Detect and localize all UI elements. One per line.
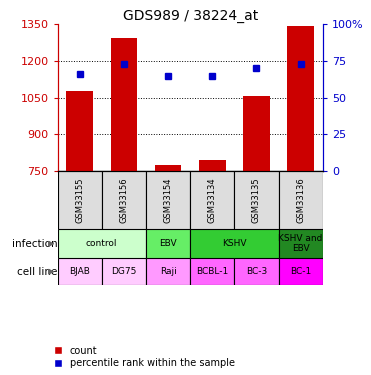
Bar (234, 171, 279, 229)
Bar (190, 258, 234, 285)
Text: EBV: EBV (159, 239, 177, 248)
Bar (146, 258, 190, 285)
Bar (234, 258, 279, 285)
Text: GSM33135: GSM33135 (252, 177, 261, 223)
Text: cell line: cell line (17, 267, 58, 277)
Text: GSM33134: GSM33134 (208, 177, 217, 223)
Legend: count, percentile rank within the sample: count, percentile rank within the sample (53, 344, 237, 370)
Text: Raji: Raji (160, 267, 176, 276)
Text: GSM33156: GSM33156 (119, 177, 128, 223)
Text: infection: infection (12, 239, 58, 249)
Bar (155, 165, 181, 171)
Text: BC-1: BC-1 (290, 267, 311, 276)
Bar (243, 96, 270, 171)
Bar (190, 171, 234, 229)
Text: BCBL-1: BCBL-1 (196, 267, 229, 276)
Text: BJAB: BJAB (69, 267, 90, 276)
Bar (190, 229, 279, 258)
Bar (58, 171, 102, 229)
Bar (58, 258, 102, 285)
Text: GSM33136: GSM33136 (296, 177, 305, 223)
Bar (146, 171, 190, 229)
Bar (199, 160, 226, 171)
Text: BC-3: BC-3 (246, 267, 267, 276)
Text: KSHV and
EBV: KSHV and EBV (279, 234, 323, 254)
Title: GDS989 / 38224_at: GDS989 / 38224_at (122, 9, 258, 23)
Bar (66, 92, 93, 171)
Text: control: control (86, 239, 118, 248)
Bar (146, 229, 190, 258)
Bar (288, 26, 314, 171)
Text: GSM33155: GSM33155 (75, 177, 84, 223)
Bar (58, 229, 146, 258)
Text: DG75: DG75 (111, 267, 137, 276)
Bar (111, 38, 137, 171)
Bar (279, 258, 323, 285)
Bar (279, 171, 323, 229)
Text: KSHV: KSHV (222, 239, 247, 248)
Bar (279, 229, 323, 258)
Text: GSM33154: GSM33154 (164, 177, 173, 223)
Bar (102, 171, 146, 229)
Bar (102, 258, 146, 285)
